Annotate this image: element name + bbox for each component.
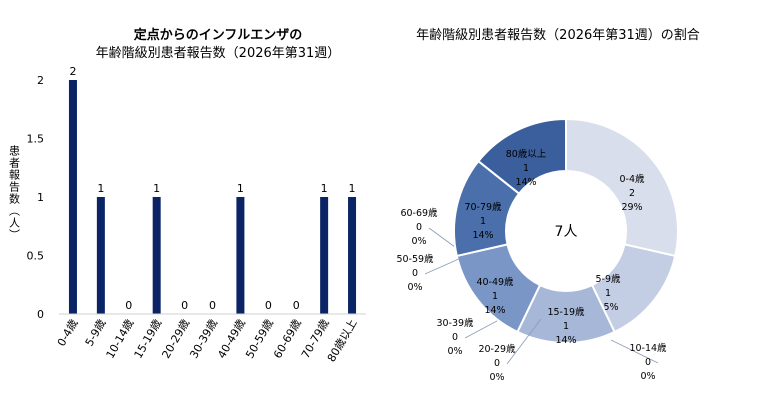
leader-line [506, 318, 542, 365]
slice-label: 1 [563, 321, 569, 332]
bar-chart-title: 定点からのインフルエンザの [133, 27, 303, 43]
bar-chart-subtitle: 年齢階級別患者報告数（2026年第31週） [96, 46, 341, 61]
slice-label: 14% [515, 177, 536, 188]
slice-label: 5-9歳 [595, 273, 621, 285]
pie-chart-title: 年齢階級別患者報告数（2026年第31週）の割合 [416, 27, 700, 43]
slice-label: 70-79歳 [464, 201, 502, 213]
slice-label: 10-14歳 [629, 342, 667, 354]
bar-value-label: 0 [265, 299, 272, 312]
bar [152, 197, 161, 314]
slice-label: 30-39歳 [436, 317, 474, 329]
bar [320, 197, 329, 314]
slice-label: 29% [621, 202, 642, 213]
slice-label: 0 [494, 358, 500, 369]
slice-label: 15% [597, 302, 618, 313]
bar-value-label: 1 [153, 182, 160, 195]
slice-label: 14% [472, 230, 493, 241]
bar-value-label: 1 [237, 182, 244, 195]
slice-label: 15-19歳 [547, 306, 585, 318]
y-tick-label: 1 [37, 191, 44, 204]
x-tick-label: 0-4歳 [55, 317, 81, 349]
y-tick-label: 2 [37, 74, 44, 87]
bar-value-label: 0 [125, 299, 132, 312]
leader-line [424, 257, 462, 275]
bar-value-label: 2 [69, 65, 76, 78]
slice-label: 14% [555, 335, 576, 346]
slice-label: 0 [452, 332, 458, 343]
bar [348, 197, 357, 314]
slice-label: 14% [484, 305, 505, 316]
y-axis-label: 患者報告数（人） [8, 145, 21, 241]
y-tick-label: 0.5 [27, 250, 45, 263]
leader-line [428, 227, 460, 251]
bar-value-label: 1 [349, 182, 356, 195]
slice-label: 0 [412, 268, 418, 279]
slice-label: 1 [480, 216, 486, 227]
slice-label: 50-59歳 [396, 253, 434, 265]
bar-value-label: 0 [209, 299, 216, 312]
slice-label: 0% [640, 371, 655, 382]
y-tick-label: 1.5 [27, 133, 45, 146]
slice-label: 1 [492, 291, 498, 302]
donut-center-total: 7人 [555, 224, 578, 240]
bar-value-label: 0 [293, 299, 300, 312]
donut-slice [565, 117, 679, 258]
y-tick-label: 0 [37, 308, 44, 321]
slice-label: 20-29歳 [478, 343, 516, 355]
slice-label: 0% [489, 372, 504, 383]
x-tick-label: 5-9歳 [83, 317, 109, 349]
bar-value-label: 1 [321, 182, 328, 195]
slice-label: 1 [523, 163, 529, 174]
slice-label: 1 [605, 288, 611, 299]
slice-label: 80歳以上 [506, 148, 547, 160]
slice-label: 0 [645, 357, 651, 368]
donut-chart: 0-4歳 2 29% 5-9歳 1 15% 10-14歳 0 0% 15-19歳 1 14% 20-29… [396, 117, 679, 383]
slice-label: 0% [407, 282, 422, 293]
bar [68, 80, 77, 314]
slice-label: 40-49歳 [476, 276, 514, 288]
slice-label: 0% [447, 346, 462, 357]
slice-label: 0% [411, 236, 426, 247]
bar-chart: 00.511.5220-4歳15-9歳010-14歳115-19歳020-29歳… [27, 65, 366, 364]
slice-label: 60-69歳 [400, 207, 438, 219]
slice-label: 0 [416, 222, 422, 233]
bar [96, 197, 105, 314]
bar [236, 197, 245, 314]
slice-label: 2 [629, 188, 635, 199]
bar-value-label: 0 [181, 299, 188, 312]
donut-slice [477, 117, 567, 195]
slice-label: 0-4歳 [619, 173, 645, 185]
bar-value-label: 1 [97, 182, 104, 195]
leader-line [610, 339, 659, 364]
